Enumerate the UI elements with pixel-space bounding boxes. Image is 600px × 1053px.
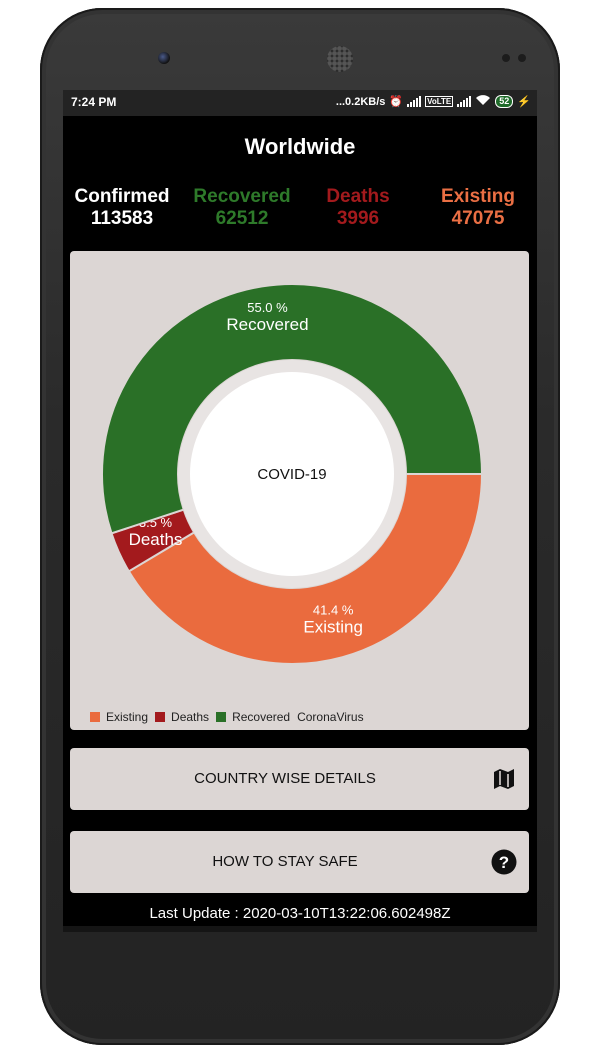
status-time: 7:24 PM: [71, 95, 117, 109]
app-screen: 7:24 PM ...0.2KB/s ⏰ VoLTE 52 ⚡ Worldwid…: [63, 90, 537, 926]
stat-existing-value: 47075: [451, 208, 505, 229]
last-update-text: Last Update : 2020-03-10T13:22:06.602498…: [149, 905, 451, 922]
svg-text:?: ?: [499, 853, 509, 872]
slice-existing[interactable]: [127, 473, 484, 665]
stats-summary: Confirmed 113583 Recovered 62512 Deaths …: [63, 186, 537, 234]
proximity-sensor: [502, 54, 510, 62]
country-details-label: COUNTRY WISE DETAILS: [194, 770, 376, 787]
legend-label-deaths: Deaths: [171, 710, 210, 724]
signal-4g-icon: [457, 96, 472, 107]
legend-swatch-recovered: [216, 712, 227, 722]
slice-percent-recovered: 55.0 %: [247, 300, 288, 315]
stat-confirmed-label: Confirmed: [74, 186, 170, 207]
stat-existing-label: Existing: [441, 186, 515, 207]
charging-icon: ⚡: [517, 96, 531, 108]
slice-label-recovered: Recovered: [226, 315, 308, 334]
map-icon: [494, 769, 514, 789]
legend-label-existing: Existing: [106, 710, 149, 724]
alarm-icon: ⏰: [389, 96, 404, 108]
volte-icon: VoLTE: [425, 96, 454, 107]
earpiece-speaker: [327, 46, 353, 72]
stat-confirmed-value: 113583: [90, 208, 154, 229]
donut-hole: [190, 372, 394, 576]
slice-label-existing: Existing: [303, 617, 363, 636]
signal-icon: [407, 96, 422, 107]
legend-dataset-label: CoronaVirus: [297, 710, 364, 724]
slice-percent-existing: 41.4 %: [313, 602, 354, 617]
stat-deaths-value: 3996: [336, 208, 380, 229]
stay-safe-button[interactable]: HOW TO STAY SAFE ?: [70, 831, 529, 893]
legend-swatch-deaths: [155, 712, 166, 722]
light-sensor: [518, 54, 526, 62]
stat-existing: Existing 47075: [433, 186, 523, 230]
stat-recovered-value: 62512: [215, 208, 269, 229]
battery-icon: 52: [495, 95, 514, 108]
status-bar: 7:24 PM ...0.2KB/s ⏰ VoLTE 52 ⚡: [63, 90, 537, 116]
stat-confirmed: Confirmed 113583: [69, 186, 175, 230]
legend-label-recovered: Recovered: [232, 710, 291, 724]
legend-swatch-existing: [90, 712, 100, 722]
donut-center-text: COVID-19: [257, 466, 326, 483]
chart-legend: Existing Deaths Recovered CoronaVirus: [90, 709, 364, 725]
stat-deaths-label: Deaths: [326, 186, 390, 207]
front-camera: [158, 52, 170, 64]
country-details-button[interactable]: COUNTRY WISE DETAILS: [70, 748, 529, 810]
help-icon: ?: [491, 849, 517, 875]
stat-recovered-label: Recovered: [193, 186, 291, 207]
slice-label-deaths: Deaths: [129, 530, 183, 549]
legend-item-existing: Existing: [90, 710, 148, 724]
wifi-icon: [475, 94, 491, 109]
legend-item-deaths: Deaths: [155, 710, 209, 724]
chart-card: 41.4 % Existing 3.5 % Deaths 55.0 % Recovered…: [70, 251, 529, 730]
network-speed: ...0.2KB/s: [335, 95, 386, 108]
page-title: Worldwide: [244, 134, 356, 159]
slice-recovered[interactable]: [101, 283, 484, 535]
stat-recovered: Recovered 62512: [187, 186, 297, 230]
stat-deaths: Deaths 3996: [313, 186, 403, 230]
status-icons: ...0.2KB/s ⏰ VoLTE 52 ⚡: [336, 94, 531, 109]
legend-item-recovered: Recovered: [216, 710, 290, 724]
screen-bottom-bezel: [63, 926, 537, 932]
stay-safe-label: HOW TO STAY SAFE: [212, 853, 358, 870]
